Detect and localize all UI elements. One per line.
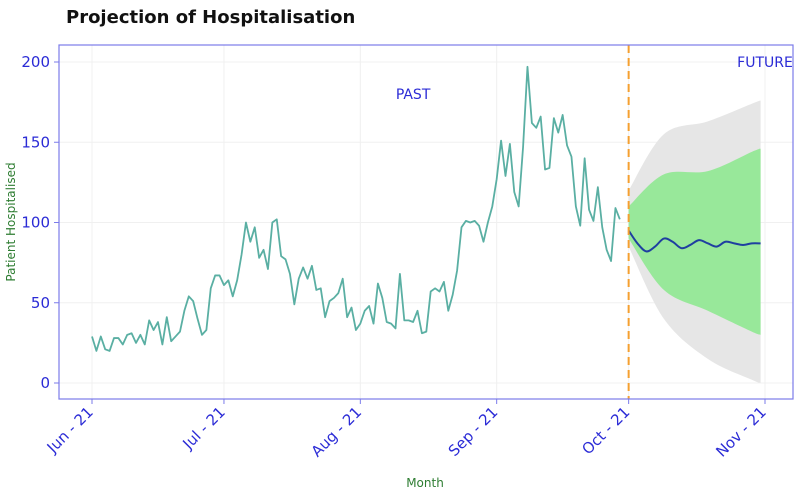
- y-tick-label: 200: [21, 53, 50, 71]
- y-axis-title: Patient Hospitalised: [4, 162, 18, 281]
- x-tick-label: Jul - 21: [178, 403, 228, 453]
- annotation-future: FUTURE: [737, 55, 793, 71]
- chart-title: Projection of Hospitalisation: [66, 7, 355, 28]
- x-axis-title: Month: [406, 476, 444, 490]
- past-line: [91, 65, 621, 352]
- x-tick-label: Aug - 21: [308, 403, 366, 461]
- x-tick-label: Oct - 21: [578, 403, 633, 458]
- x-tick-labels: Jun - 21 Jul - 21 Aug - 21 Sep - 21 Oct - 21…: [43, 399, 770, 461]
- y-tick-label: 0: [40, 374, 50, 392]
- annotations: PAST FUTURE: [396, 55, 793, 103]
- forecast-line: [627, 229, 761, 253]
- x-tick-label: Jun - 21: [43, 403, 97, 457]
- x-tick-label: Nov - 21: [712, 403, 769, 460]
- x-tick-label: Sep - 21: [445, 403, 502, 460]
- gridlines: [59, 45, 793, 399]
- y-tick-label: 150: [21, 133, 50, 151]
- y-tick-label: 100: [21, 214, 50, 232]
- y-tick-label: 50: [31, 294, 50, 312]
- annotation-past: PAST: [396, 87, 431, 103]
- y-tick-labels: 0 50 100 150 200: [21, 53, 59, 392]
- series-lines: [91, 65, 761, 352]
